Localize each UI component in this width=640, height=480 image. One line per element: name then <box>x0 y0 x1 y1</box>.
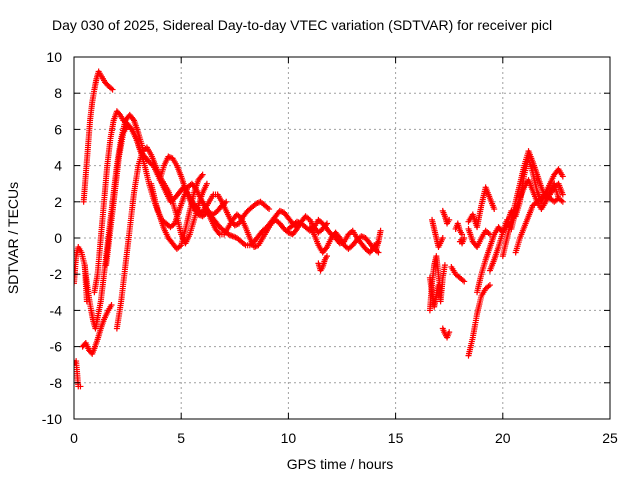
y-tick-label: 6 <box>54 121 62 137</box>
data-point <box>266 206 273 213</box>
data-point <box>108 301 115 308</box>
series-arc-14 <box>315 253 330 274</box>
y-tick-label: -6 <box>50 339 63 355</box>
data-point <box>199 171 206 178</box>
data-point <box>375 249 382 256</box>
data-points <box>74 68 566 390</box>
x-tick-label: 15 <box>388 430 404 446</box>
data-point <box>439 235 446 241</box>
series-arc-2 <box>74 358 84 390</box>
y-axis-label: SDTVAR / TECUs <box>5 181 21 295</box>
series-arc-11 <box>199 198 330 251</box>
series-arc-22 <box>439 325 453 341</box>
data-point <box>486 282 493 289</box>
data-point <box>377 227 384 234</box>
x-tick-label: 5 <box>177 430 185 446</box>
data-point <box>461 235 468 241</box>
y-tick-label: 8 <box>54 85 62 101</box>
x-axis-label: GPS time / hours <box>286 456 394 472</box>
data-point <box>129 115 136 122</box>
series-arc-26 <box>465 184 498 231</box>
y-tick-label: 2 <box>54 194 62 210</box>
series-arc-18 <box>429 216 446 251</box>
data-point <box>335 233 342 240</box>
data-point <box>446 329 453 336</box>
data-point <box>555 195 562 202</box>
x-tick-label: 25 <box>602 430 618 446</box>
series-arc-23 <box>456 235 468 247</box>
series-arc-5 <box>81 111 146 332</box>
series-arc-8 <box>113 144 210 332</box>
data-point <box>437 289 444 296</box>
data-point <box>491 206 498 213</box>
axis-ticks: 0 5 10 15 20 25 -10 -8 -6 -4 -2 0 2 4 6 8 10 <box>42 49 618 446</box>
data-point <box>559 191 566 198</box>
data-point <box>77 383 84 390</box>
y-tick-label: -2 <box>50 266 63 282</box>
data-point <box>323 253 330 260</box>
y-tick-label: -10 <box>42 411 62 427</box>
data-point <box>559 173 566 180</box>
data-point <box>292 227 299 234</box>
y-tick-label: 0 <box>54 230 62 246</box>
title-area: Day 030 of 2025, Sidereal Day-to-day VTE… <box>0 0 640 40</box>
series-arc-17 <box>426 253 444 314</box>
series-arc-9 <box>148 171 206 252</box>
y-tick-label: -8 <box>50 375 63 391</box>
data-point <box>322 245 329 252</box>
series-arc-3 <box>79 301 115 357</box>
data-point <box>461 278 468 285</box>
data-point <box>459 231 466 238</box>
x-tick-label: 10 <box>281 430 297 446</box>
series-arc-19 <box>439 207 453 227</box>
series-arc-13 <box>306 224 382 256</box>
data-point <box>446 216 453 223</box>
data-point <box>215 230 222 237</box>
data-point <box>559 198 566 205</box>
series-arc-29 <box>499 148 566 260</box>
series-arc-24 <box>465 282 493 359</box>
series-arc-15 <box>371 227 384 252</box>
x-tick-label: 0 <box>70 430 78 446</box>
data-point <box>74 280 77 287</box>
y-tick-label: -4 <box>50 302 63 318</box>
series-arc-30 <box>512 191 562 256</box>
y-tick-label: 10 <box>46 49 62 65</box>
y-tick-label: 4 <box>54 158 62 174</box>
data-point <box>203 180 210 187</box>
chart-title: Day 030 of 2025, Sidereal Day-to-day VTE… <box>52 17 553 33</box>
x-tick-label: 20 <box>495 430 511 446</box>
data-point <box>109 86 116 93</box>
data-point <box>441 262 448 269</box>
series-arc-20 <box>448 263 468 285</box>
series-arc-21 <box>452 220 466 238</box>
series-arc-10 <box>156 153 300 249</box>
series-arc-25 <box>465 225 493 251</box>
series-arc-4 <box>80 68 116 205</box>
data-point <box>198 173 205 180</box>
data-point <box>116 110 123 117</box>
